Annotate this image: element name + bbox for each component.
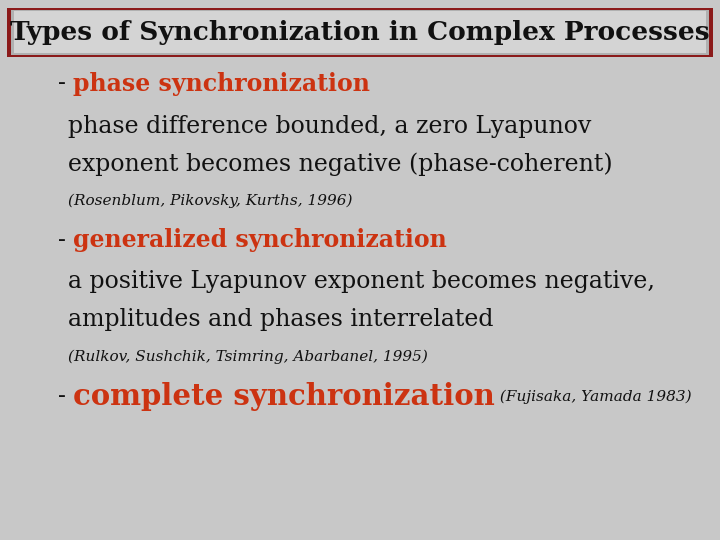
Text: complete synchronization: complete synchronization — [73, 382, 495, 411]
Text: generalized synchronization: generalized synchronization — [73, 228, 446, 252]
Text: phase difference bounded, a zero Lyapunov: phase difference bounded, a zero Lyapuno… — [68, 116, 592, 138]
Text: -: - — [58, 229, 73, 252]
Text: phase synchronization: phase synchronization — [73, 72, 370, 96]
Text: a positive Lyapunov exponent becomes negative,: a positive Lyapunov exponent becomes neg… — [68, 271, 655, 293]
Text: -: - — [58, 386, 73, 408]
Bar — [7, 8, 713, 57]
Bar — [14, 11, 706, 53]
Text: exponent becomes negative (phase-coherent): exponent becomes negative (phase-coheren… — [68, 153, 613, 177]
Bar — [11, 10, 709, 55]
Text: Types of Synchronization in Complex Processes: Types of Synchronization in Complex Proc… — [10, 20, 710, 45]
Text: -: - — [58, 72, 73, 95]
Text: amplitudes and phases interrelated: amplitudes and phases interrelated — [68, 308, 494, 331]
Text: (Rulkov, Sushchik, Tsimring, Abarbanel, 1995): (Rulkov, Sushchik, Tsimring, Abarbanel, … — [68, 349, 428, 363]
Text: (Rosenblum, Pikovsky, Kurths, 1996): (Rosenblum, Pikovsky, Kurths, 1996) — [68, 194, 353, 208]
Text: (Fujisaka, Yamada 1983): (Fujisaka, Yamada 1983) — [495, 390, 691, 404]
